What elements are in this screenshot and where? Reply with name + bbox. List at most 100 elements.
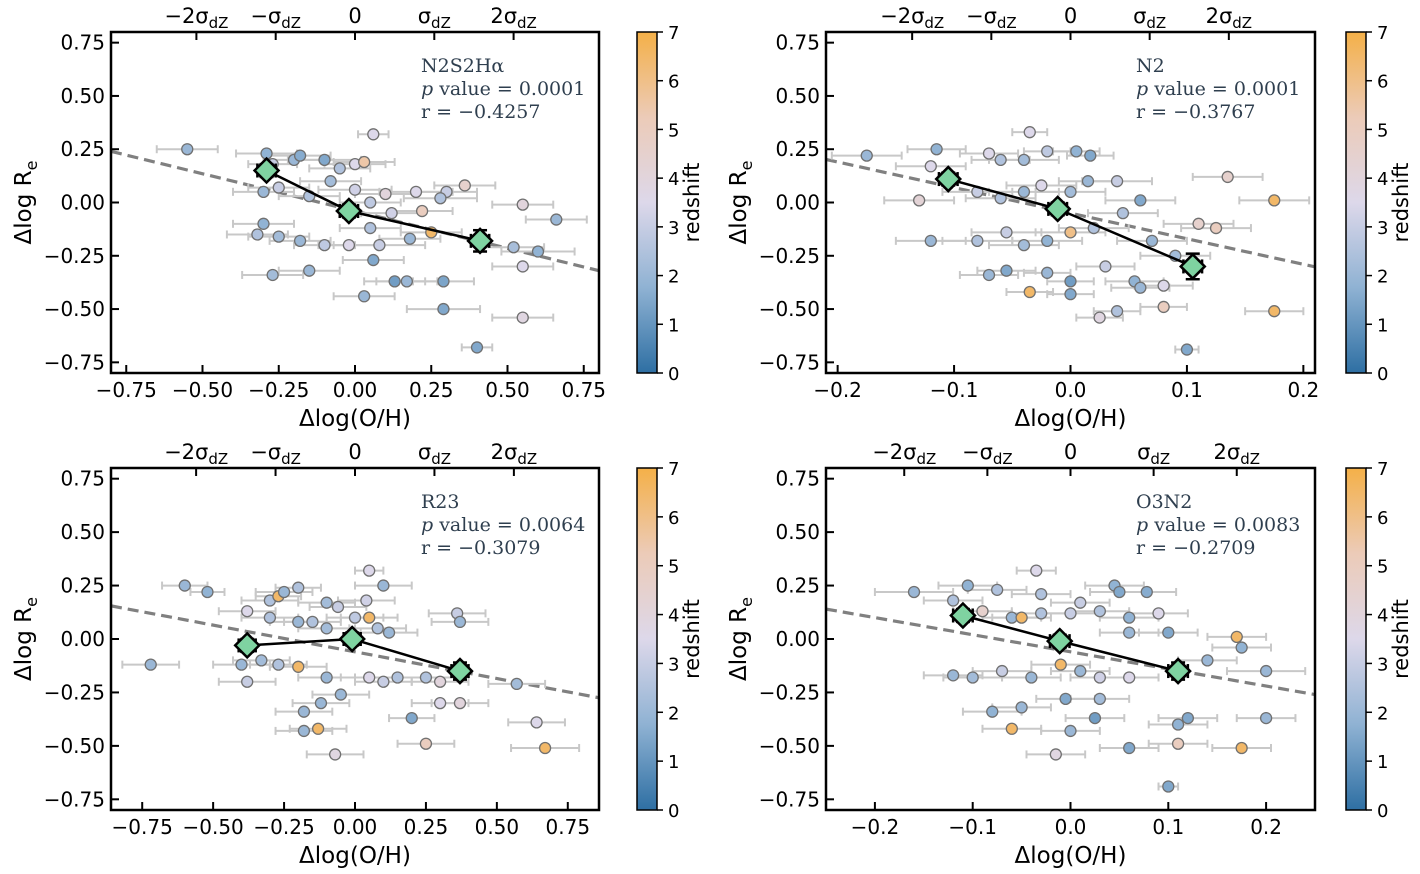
data-point-45 — [1049, 748, 1062, 761]
top-tick-sub: dZ — [517, 14, 537, 32]
data-point-22 — [144, 658, 157, 671]
data-point-25 — [241, 675, 254, 688]
data-point-35 — [1093, 692, 1106, 705]
x-tick-label-2: 0.0 — [1055, 815, 1087, 839]
colorbar-tick-label-4: 4 — [1377, 606, 1388, 627]
data-point-17 — [363, 611, 376, 624]
y-axis-label-main: Δlog R — [11, 607, 37, 681]
top-tick-main: 2σ — [1206, 4, 1233, 28]
data-point-27 — [292, 660, 305, 673]
data-point-41 — [297, 724, 311, 738]
y-tick-label-6: 0.75 — [775, 467, 820, 491]
data-point-36 — [334, 688, 347, 701]
x-tick-label-0: −0.2 — [851, 815, 900, 839]
colorbar-tick-label-2: 2 — [1377, 267, 1388, 288]
data-point-40 — [405, 711, 418, 725]
y-tick-label-5: 0.50 — [60, 84, 105, 108]
data-point-33 — [982, 268, 996, 282]
binned-marker-0 — [252, 156, 281, 185]
top-tick-sub: dZ — [209, 14, 229, 32]
data-point-39 — [303, 264, 316, 277]
data-point-44 — [357, 290, 371, 303]
regression-line — [826, 157, 1315, 269]
y-axis-label-sub: e — [737, 161, 756, 171]
y-tick-label-5: 0.50 — [775, 520, 820, 544]
x-tick-label-1: −0.1 — [930, 378, 979, 402]
data-point-42 — [400, 275, 414, 288]
data-point-19 — [1162, 626, 1175, 639]
data-point-10 — [257, 185, 270, 198]
data-point-43 — [419, 737, 433, 750]
data-point-3 — [994, 153, 1007, 167]
top-tick-sub: dZ — [517, 450, 537, 468]
colorbar-tick-label-3: 3 — [1377, 654, 1388, 675]
data-point-6 — [333, 162, 346, 175]
p-symbol: p — [421, 78, 439, 100]
y-axis-label-sub: e — [22, 597, 41, 607]
data-point-1 — [930, 143, 943, 156]
p-value-text: p value = 0.0083 — [1136, 514, 1300, 536]
top-tick-sub: dZ — [1146, 14, 1166, 32]
data-point-38 — [1064, 287, 1077, 301]
data-point-18 — [1134, 194, 1147, 207]
data-point-8 — [357, 155, 371, 169]
top-tick-main: 0 — [1064, 440, 1077, 464]
data-point-2 — [982, 147, 996, 160]
data-point-27 — [1017, 238, 1031, 252]
data-point-47 — [1180, 343, 1194, 356]
data-point-34 — [364, 221, 377, 235]
data-point-0 — [860, 149, 873, 162]
p-symbol: p — [1136, 78, 1154, 100]
colorbar-tick-label-6: 6 — [668, 72, 679, 93]
method-label: O3N2 — [1136, 491, 1192, 513]
top-tick-label-0: −2σdZ — [164, 440, 228, 468]
data-point-15 — [320, 622, 333, 635]
y-tick-label-3: 0.00 — [775, 627, 820, 651]
x-axis-label: Δlog(O/H) — [1015, 843, 1127, 869]
top-tick-main: −σ — [250, 440, 281, 464]
y-tick-label-6: 0.75 — [775, 31, 820, 55]
plot-area — [826, 126, 1315, 356]
y-tick-label-4: 0.25 — [60, 137, 105, 161]
y-tick-label-1: −0.50 — [759, 297, 820, 321]
data-point-19 — [382, 626, 396, 639]
x-tick-label-5: 0.50 — [475, 815, 520, 839]
data-point-42 — [1157, 279, 1170, 292]
data-point-5 — [924, 160, 937, 173]
data-point-9 — [363, 564, 376, 577]
y-axis-label-main: Δlog R — [726, 607, 752, 681]
y-axis-label: Δlog Re — [726, 161, 756, 245]
data-point-16 — [1081, 175, 1095, 188]
data-point-46 — [328, 748, 342, 761]
y-axis-label: Δlog Re — [726, 597, 756, 681]
top-tick-sub: dZ — [1232, 14, 1252, 32]
colorbar — [636, 31, 658, 374]
data-point-31 — [373, 238, 386, 252]
colorbar-tick-label-7: 7 — [1377, 459, 1388, 480]
p-value: value = 0.0001 — [438, 78, 585, 100]
data-point-36 — [1088, 711, 1102, 725]
colorbar-tick-label-0: 0 — [1377, 801, 1388, 822]
binned-marker-1 — [1045, 627, 1074, 655]
data-point-14 — [348, 183, 362, 196]
colorbar-tick-label-5: 5 — [668, 120, 679, 141]
data-point-5 — [1030, 564, 1043, 577]
data-point-33 — [1015, 701, 1028, 714]
data-point-17 — [1110, 175, 1124, 188]
top-tick-main: 0 — [348, 4, 361, 28]
colorbar-tick-label-7: 7 — [1377, 23, 1388, 44]
top-tick-label-3: σdZ — [1137, 440, 1170, 468]
data-point-38 — [266, 268, 279, 282]
y-tick-label-0: −0.75 — [44, 787, 105, 811]
colorbar — [1345, 31, 1367, 374]
colorbar-tick-label-0: 0 — [668, 364, 679, 385]
top-tick-sub: dZ — [281, 14, 301, 32]
data-point-38 — [1064, 724, 1077, 738]
top-tick-label-0: −2σdZ — [880, 4, 944, 32]
data-point-13 — [1017, 185, 1031, 198]
data-point-22 — [1201, 654, 1214, 667]
colorbar-tick-label-3: 3 — [668, 654, 679, 675]
x-tick-label-6: 0.75 — [546, 815, 591, 839]
top-tick-label-2: 0 — [1064, 4, 1077, 28]
panel-1: −0.75 −0.50 −0.25 0.00 0.25 0.50 0.75 −0.75 −0.5… — [11, 4, 704, 432]
